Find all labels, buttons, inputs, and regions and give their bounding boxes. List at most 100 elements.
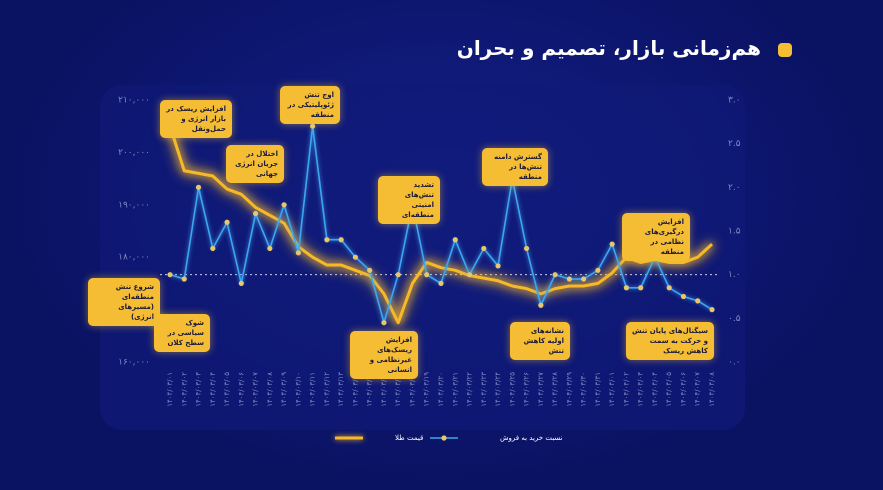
- x-tick-label: ۱۴۰۴/۰۳/۰۴: [209, 372, 217, 407]
- x-tick-label: ۱۴۰۴/۰۳/۰۸: [266, 372, 274, 407]
- point: [538, 302, 544, 308]
- x-tick-label: ۱۴۰۴/۰۳/۱۲: [323, 372, 331, 407]
- x-tick-label: ۱۴۰۴/۰۳/۲۶: [523, 372, 531, 407]
- x-tick-label: ۱۴۰۴/۰۳/۰۵: [223, 372, 231, 407]
- point: [352, 254, 359, 260]
- point: [381, 320, 387, 326]
- x-tick-label: ۱۴۰۴/۰۳/۳۱: [594, 372, 602, 407]
- x-tick-label: ۱۴۰۴/۰۳/۰۷: [252, 372, 260, 407]
- legend-marker: [441, 435, 447, 441]
- point: [167, 272, 173, 278]
- x-tick-label: ۱۴۰۴/۰۳/۱۰: [294, 372, 302, 407]
- legend-label: قیمت طلا: [395, 434, 423, 442]
- point: [438, 280, 444, 286]
- point: [623, 285, 630, 291]
- point: [310, 123, 316, 129]
- annotation: نشانه‌های اولیه کاهش تنش: [510, 322, 570, 360]
- annotation: اختلال در جریان انرژی جهانی: [226, 145, 284, 183]
- x-tick-label: ۱۴۰۴/۰۴/۰۶: [679, 372, 687, 407]
- point: [709, 307, 715, 313]
- title-bullet: [778, 43, 792, 57]
- annotation: گسترش دامنه تنش‌ها در منطقه: [482, 148, 548, 186]
- point: [566, 276, 572, 282]
- point: [595, 267, 601, 273]
- point: [638, 285, 644, 291]
- y2-tick-label: ۲.۰: [728, 183, 741, 193]
- x-tick-label: ۱۴۰۴/۰۴/۰۱: [608, 372, 616, 407]
- x-tick-label: ۱۴۰۴/۰۴/۰۵: [665, 372, 673, 407]
- annotation: شروع تنش منطقه‌ای (مسیرهای انرژی): [88, 278, 160, 326]
- point: [295, 250, 301, 256]
- point: [367, 267, 373, 273]
- x-tick-label: ۱۴۰۴/۰۳/۱۴: [351, 372, 359, 407]
- y2-tick-label: ۱.۵: [728, 227, 741, 237]
- y-tick-label: ۱۹۰,۰۰۰: [118, 200, 150, 210]
- x-tick-label: ۱۴۰۴/۰۴/۰۳: [637, 372, 645, 407]
- x-tick-label: ۱۴۰۴/۰۳/۳۰: [580, 372, 588, 407]
- annotation: شوک سیاسی در سطح کلان: [154, 314, 210, 352]
- x-tick-label: ۱۴۰۴/۰۳/۱۸: [408, 372, 416, 407]
- point: [466, 272, 473, 278]
- y-tick-label: ۱۸۰,۰۰۰: [118, 253, 150, 263]
- annotation: افزایش درگیری‌های نظامی در منطقه: [622, 213, 690, 261]
- x-tick-label: ۱۴۰۴/۰۳/۱۷: [394, 372, 402, 407]
- x-tick-label: ۱۴۰۴/۰۳/۲۹: [565, 372, 573, 407]
- annotation: افزایش ریسک‌های غیرنظامی و انسانی: [350, 331, 418, 379]
- x-tick-label: ۱۴۰۴/۰۳/۱۵: [366, 372, 374, 407]
- x-tick-label: ۱۴۰۴/۰۴/۰۲: [622, 372, 630, 407]
- x-tick-label: ۱۴۰۴/۰۳/۲۱: [451, 372, 459, 407]
- x-tick-label: ۱۴۰۴/۰۳/۱۶: [380, 372, 388, 407]
- y-tick-label: ۲۱۰,۰۰۰: [118, 96, 150, 106]
- x-tick-label: ۱۴۰۴/۰۳/۱۳: [337, 372, 345, 407]
- y2-tick-label: ۲.۵: [728, 139, 741, 149]
- x-tick-label: ۱۴۰۴/۰۳/۲۵: [508, 372, 516, 407]
- point: [609, 241, 615, 247]
- annotation: اوج تنش ژئوپلیتیکی در منطقه: [280, 86, 340, 124]
- x-tick-label: ۱۴۰۴/۰۴/۰۷: [694, 372, 702, 407]
- x-tick-label: ۱۴۰۴/۰۳/۲۳: [480, 372, 488, 407]
- x-tick-label: ۱۴۰۴/۰۳/۲۷: [537, 372, 545, 407]
- y-tick-label: ۱۶۰,۰۰۰: [118, 358, 150, 368]
- point: [395, 272, 401, 278]
- point: [481, 245, 487, 252]
- point: [523, 245, 530, 252]
- chart-title: هم‌زمانی بازار، تصمیم و بحران: [456, 36, 761, 60]
- point: [224, 219, 230, 225]
- y-tick-label: ۲۰۰,۰۰۰: [118, 148, 150, 158]
- x-tick-label: ۱۴۰۴/۰۴/۰۴: [651, 372, 659, 407]
- point: [324, 237, 330, 243]
- y2-tick-label: ۰.۵: [728, 314, 741, 324]
- annotation: سیگنال‌های پایان تنش و حرکت به سمت کاهش …: [626, 322, 714, 360]
- x-tick-label: ۱۴۰۴/۰۳/۰۱: [166, 372, 174, 407]
- annotation: افزایش ریسک در بازار انرژی و حمل‌ونقل: [160, 100, 232, 138]
- x-tick-label: ۱۴۰۴/۰۳/۱۹: [423, 372, 431, 407]
- point: [267, 245, 273, 252]
- point: [338, 237, 344, 243]
- point: [552, 272, 558, 278]
- x-tick-label: ۱۴۰۴/۰۳/۲۰: [437, 372, 445, 407]
- point: [495, 263, 501, 269]
- x-tick-label: ۱۴۰۴/۰۳/۰۳: [195, 372, 203, 407]
- point: [695, 298, 701, 304]
- x-tick-label: ۱۴۰۴/۰۳/۰۶: [237, 372, 245, 407]
- legend-label: نسبت خرید به فروش: [500, 434, 563, 442]
- point: [210, 245, 216, 252]
- series-line: [168, 125, 714, 325]
- x-tick-label: ۱۴۰۴/۰۴/۰۸: [708, 372, 716, 407]
- point: [666, 285, 672, 291]
- x-tick-label: ۱۴۰۴/۰۳/۲۸: [551, 372, 559, 407]
- point: [680, 293, 687, 300]
- y2-tick-label: ۱.۰: [728, 270, 741, 280]
- y2-tick-label: ۳.۰: [728, 96, 741, 106]
- point: [281, 202, 287, 208]
- point: [238, 280, 244, 286]
- x-tick-label: ۱۴۰۴/۰۳/۲۲: [466, 372, 474, 407]
- x-tick-label: ۱۴۰۴/۰۳/۰۲: [180, 372, 188, 407]
- x-tick-label: ۱۴۰۴/۰۳/۲۴: [494, 372, 502, 407]
- point: [181, 276, 187, 282]
- x-tick-label: ۱۴۰۴/۰۳/۱۱: [309, 372, 317, 407]
- annotation: تشدید تنش‌های امنیتی منطقه‌ای: [378, 176, 440, 224]
- point: [452, 237, 458, 243]
